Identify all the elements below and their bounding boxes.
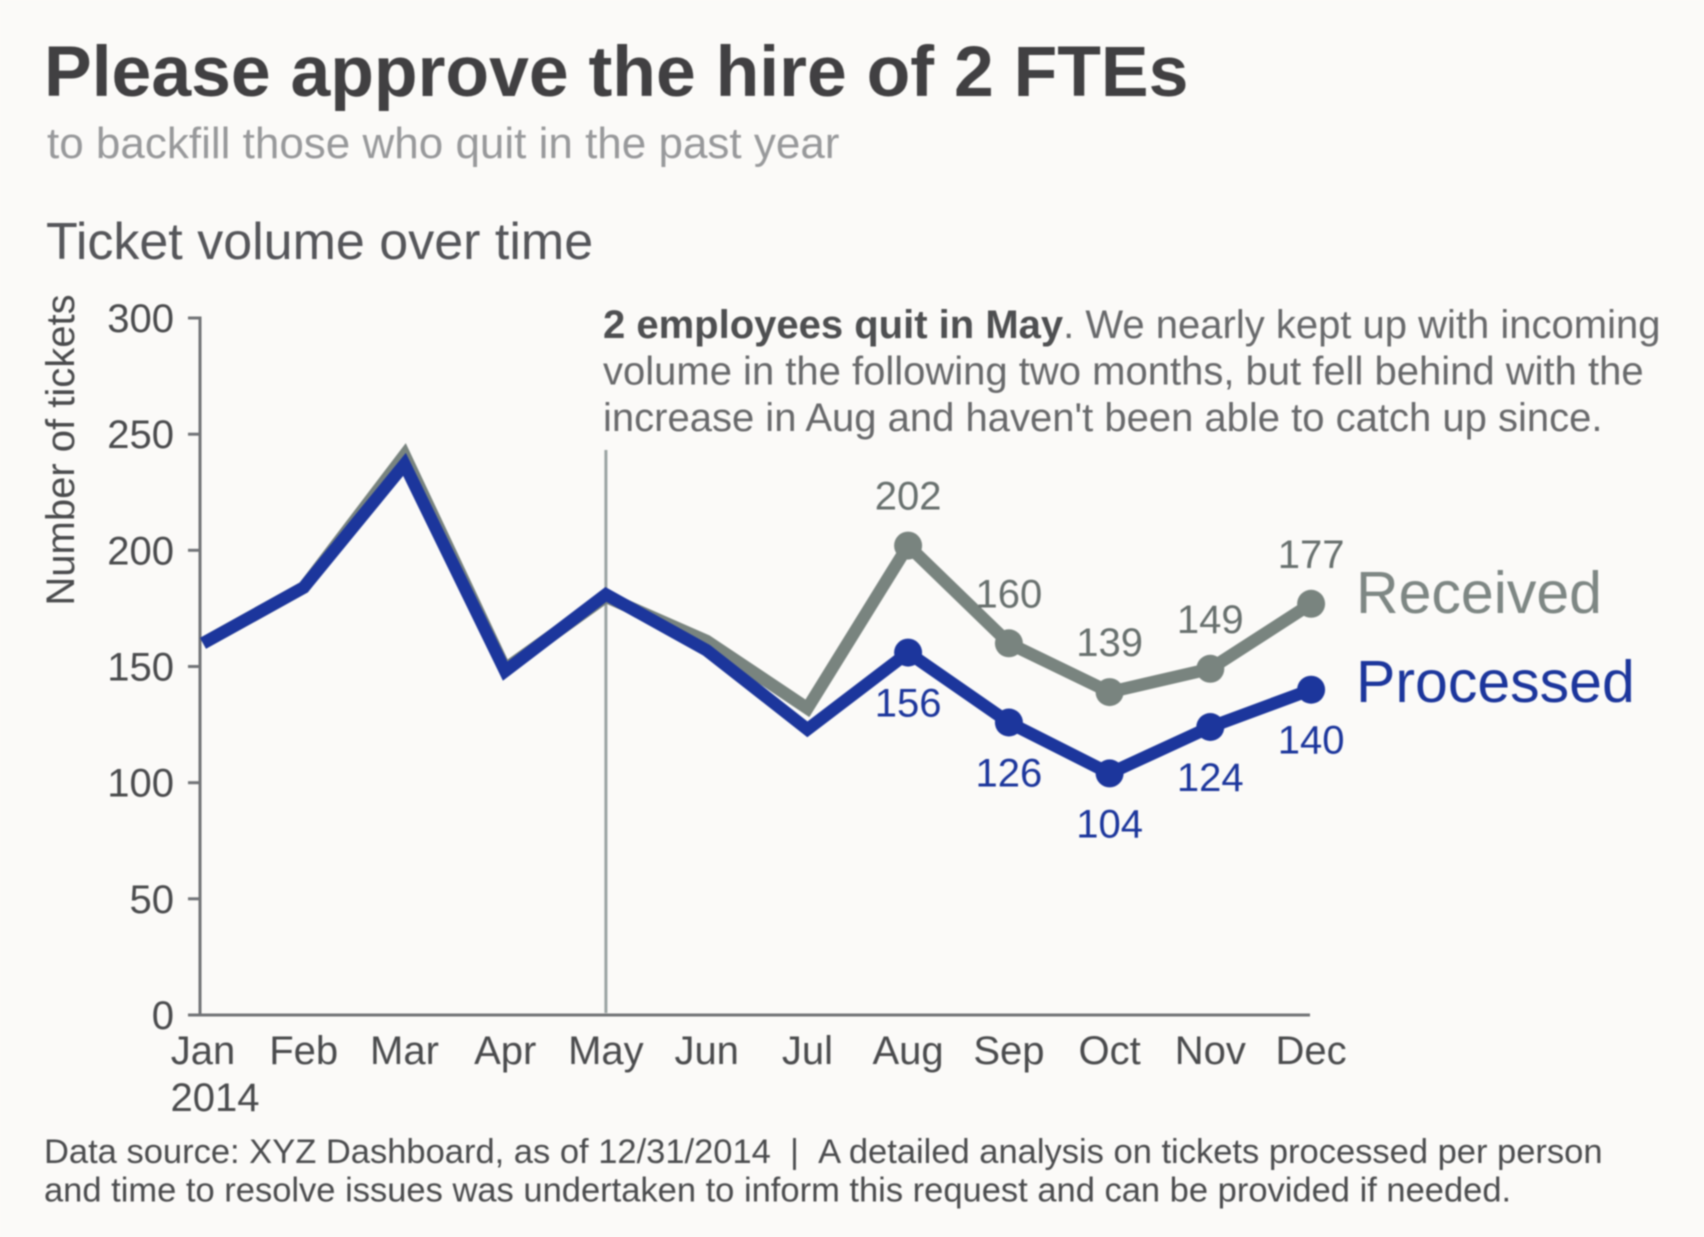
svg-text:Received: Received: [1356, 560, 1602, 626]
svg-text:Apr: Apr: [474, 1029, 536, 1073]
svg-text:149: 149: [1177, 598, 1244, 642]
svg-text:Jun: Jun: [674, 1029, 739, 1073]
svg-text:126: 126: [976, 752, 1043, 796]
svg-text:250: 250: [107, 413, 174, 457]
svg-text:104: 104: [1076, 802, 1143, 846]
svg-text:160: 160: [976, 572, 1043, 616]
svg-text:Please approve the hire of 2 F: Please approve the hire of 2 FTEs: [44, 32, 1188, 112]
svg-text:Data source: XYZ Dashboard, as: Data source: XYZ Dashboard, as of 12/31/…: [44, 1133, 1603, 1171]
svg-text:100: 100: [107, 762, 174, 806]
svg-text:140: 140: [1278, 719, 1345, 763]
svg-text:Jan: Jan: [171, 1029, 236, 1073]
svg-text:Processed: Processed: [1356, 649, 1635, 715]
svg-text:Feb: Feb: [269, 1029, 338, 1073]
svg-text:to backfill those who quit in: to backfill those who quit in the past y…: [47, 119, 839, 168]
svg-text:150: 150: [107, 646, 174, 690]
svg-text:increase in Aug and haven't be: increase in Aug and haven't been able to…: [603, 396, 1602, 440]
svg-text:2014: 2014: [171, 1076, 260, 1120]
svg-text:Dec: Dec: [1276, 1029, 1347, 1073]
svg-text:Ticket volume over time: Ticket volume over time: [46, 213, 593, 271]
svg-text:156: 156: [875, 682, 942, 726]
svg-text:Number of tickets: Number of tickets: [39, 294, 83, 605]
svg-text:volume in the following two mo: volume in the following two months, but …: [603, 350, 1644, 394]
svg-text:50: 50: [130, 878, 175, 922]
svg-text:0: 0: [152, 994, 174, 1038]
svg-text:and time to resolve issues was: and time to resolve issues was undertake…: [44, 1172, 1511, 1210]
svg-text:124: 124: [1177, 756, 1244, 800]
svg-text:Aug: Aug: [873, 1029, 944, 1073]
svg-text:2 employees quit in May. We ne: 2 employees quit in May. We nearly kept …: [603, 303, 1660, 347]
svg-text:300: 300: [107, 297, 174, 341]
svg-text:200: 200: [107, 529, 174, 573]
svg-text:139: 139: [1076, 621, 1143, 665]
svg-text:May: May: [568, 1029, 644, 1073]
svg-text:177: 177: [1278, 533, 1345, 577]
svg-text:Oct: Oct: [1078, 1029, 1140, 1073]
svg-text:Mar: Mar: [370, 1029, 439, 1073]
svg-text:Nov: Nov: [1175, 1029, 1246, 1073]
svg-text:202: 202: [875, 475, 942, 519]
svg-text:Sep: Sep: [973, 1029, 1044, 1073]
svg-text:Jul: Jul: [782, 1029, 833, 1073]
